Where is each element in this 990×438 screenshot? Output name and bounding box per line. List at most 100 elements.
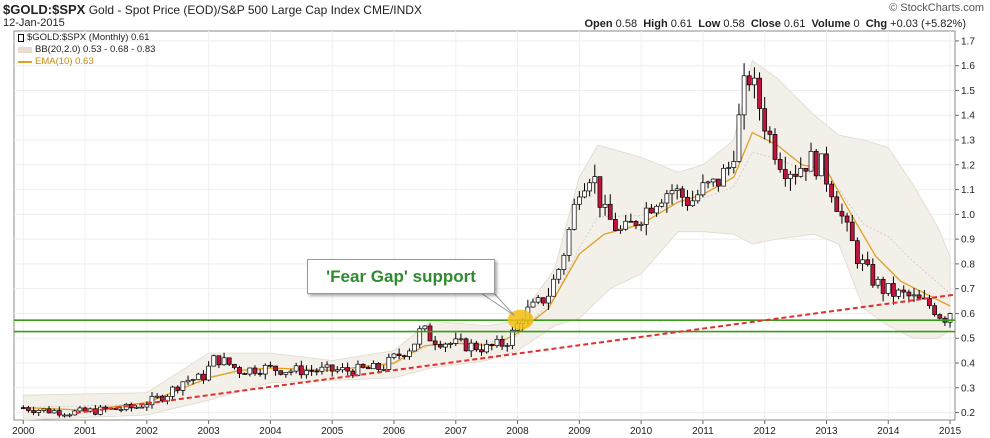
chg-label: Chg [865,18,888,30]
y-tick-label: 1.2 [961,160,975,171]
y-tick-label: 0.5 [961,334,975,345]
candle-body [891,283,896,297]
candle-body [793,173,798,177]
candle-body [226,357,232,365]
candle-body [443,343,448,348]
x-tick-label: 2001 [74,426,97,437]
candle-body [628,220,634,223]
high-value: 0.61 [670,18,693,30]
x-tick-label: 2010 [630,426,653,437]
candle-body [149,395,155,406]
candle-body [597,176,603,208]
candle-body [77,407,83,412]
x-tick-label: 2013 [815,426,838,437]
candle-body [499,338,505,347]
candle-body [273,365,278,372]
candle-body [396,353,402,357]
plot-frame [13,30,956,421]
candle-body [448,343,453,345]
candle-body [401,355,407,358]
candle-body [195,373,201,380]
candle-body [422,325,428,330]
candle-body [788,173,793,179]
candle-body [51,410,57,414]
candle-body [633,221,639,226]
x-tick-label: 2005 [321,426,344,437]
close-value: 0.61 [783,18,806,30]
candle-body [803,167,809,172]
candle-body [252,367,258,374]
candle-body [340,367,345,371]
chart-title: $GOLD:$SPX Gold - Spot Price (EOD)/S&P 5… [3,2,422,17]
candle-body [221,357,227,366]
legend-bb-label: BB(20,2.0) 0.53 - 0.68 - 0.83 [35,44,156,55]
candle-body [391,353,397,358]
candle-body [546,295,551,304]
y-tick-label: 0.9 [961,235,975,246]
candle-body [257,373,263,375]
ohlc-readout: Open 0.58 High 0.61 Low 0.58 Close 0.61 … [584,18,966,30]
candle-body [180,381,186,391]
candle-body [654,205,659,214]
legend-bb-swatch [18,47,32,53]
candle-body [494,338,500,347]
candle-body [679,188,685,198]
candle-body [762,108,768,132]
candle-body [489,344,495,347]
candle-body [721,167,726,187]
candle-body [576,196,582,205]
candle-body [618,228,623,231]
x-tick-label: 2004 [259,426,282,437]
candle-body [288,370,294,373]
candle-body [906,291,912,297]
candle-body [602,203,608,208]
candle-body [242,373,248,375]
candle-body [530,301,536,308]
bollinger-midline [23,151,951,408]
y-tick-label: 1.1 [961,185,975,196]
y-tick-label: 0.7 [961,284,975,295]
symbol-label: $GOLD:$SPX [3,2,86,17]
candle-body [571,203,577,230]
candle-body [463,338,469,352]
candle-body [134,406,139,409]
candle-body [623,220,629,230]
candle-body [736,114,742,162]
candle-body [468,342,474,352]
candle-body [556,269,562,280]
brand-watermark: © StockCharts.com [889,2,984,14]
candle-body [685,196,690,207]
volume-label: Volume [811,18,851,30]
candle-body [381,369,387,371]
candle-body [355,363,361,376]
candle-body [818,153,824,177]
candle-body [41,408,47,411]
open-value: 0.58 [615,18,638,30]
candle-body [947,313,953,323]
ema-curve [23,131,951,411]
candle-body [813,150,819,177]
low-value: 0.58 [723,18,745,30]
candle-body [26,407,31,411]
low-label: Low [698,18,721,30]
candle-body [638,224,644,226]
candle-body [551,278,556,297]
candle-body [808,150,814,172]
candle-body [376,362,381,370]
y-tick-label: 0.2 [961,408,975,419]
x-tick-label: 2007 [445,426,468,437]
candle-body [206,365,211,381]
ema-line [23,131,951,411]
legend-price-swatch [18,34,24,42]
candle-body [345,367,350,372]
candle-body [319,366,325,372]
candle-body [371,362,376,370]
candle-body [437,344,443,348]
candle-body [782,169,788,179]
candle-body [386,356,392,370]
candle-body [417,328,423,345]
candle-body [201,373,206,381]
symbol-description: Gold - Spot Price (EOD)/S&P 500 Large Ca… [88,3,422,17]
candle-body [432,340,438,345]
candle-body [31,410,36,413]
